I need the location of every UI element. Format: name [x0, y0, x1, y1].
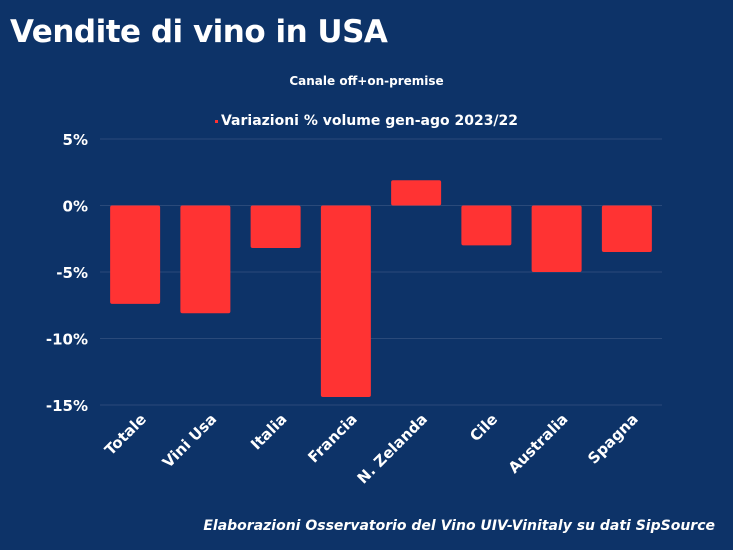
bar [250, 205, 301, 249]
y-tick-label: 0% [63, 198, 88, 216]
bar [601, 205, 652, 253]
legend-label: Variazioni % volume gen-ago 2023/22 [220, 113, 519, 129]
bar [531, 205, 582, 272]
bar [391, 180, 442, 206]
x-tick-label: Vini Usa [159, 410, 220, 471]
legend-swatch [214, 119, 218, 123]
bar [110, 205, 161, 304]
bar [320, 205, 371, 398]
source-note: Elaborazioni Osservatorio del Vino UIV-V… [203, 518, 715, 534]
x-tick-label: Francia [304, 410, 360, 466]
chart-subtitle: Canale off+on-premise [289, 74, 444, 88]
bar [180, 205, 231, 314]
bar [461, 205, 512, 246]
x-tick-label: N. Zelanda [354, 410, 431, 487]
y-tick-label: -15% [46, 397, 88, 415]
x-tick-label: Australia [505, 410, 572, 477]
x-tick-label: Spagna [584, 410, 641, 467]
y-tick-label: -5% [56, 264, 88, 282]
y-tick-label: 5% [63, 131, 88, 149]
x-tick-label: Italia [247, 410, 290, 453]
chart-title: Vendite di vino in USA [10, 14, 388, 50]
x-tick-label: Totale [101, 410, 150, 459]
legend: Variazioni % volume gen-ago 2023/22 [0, 113, 733, 129]
y-tick-label: -10% [46, 331, 88, 349]
x-tick-label: Cile [466, 410, 501, 445]
